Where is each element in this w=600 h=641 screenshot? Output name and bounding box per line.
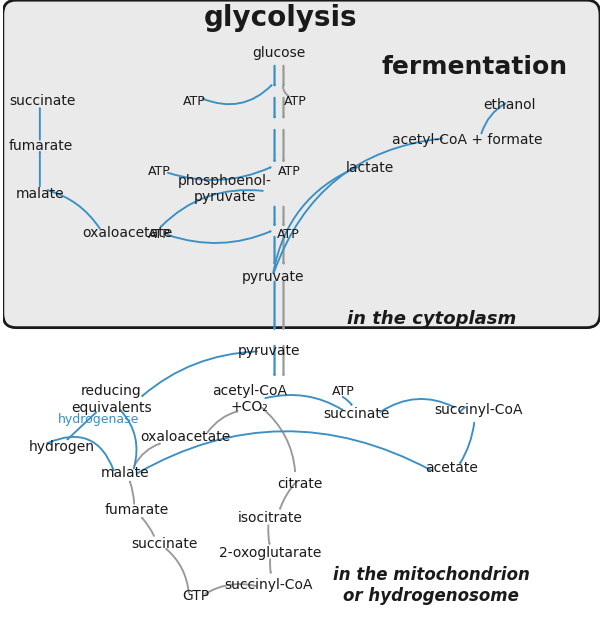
- Text: acetyl-CoA + formate: acetyl-CoA + formate: [392, 133, 542, 147]
- Text: ATP: ATP: [332, 385, 355, 397]
- Text: ATP: ATP: [278, 165, 301, 178]
- Text: glucose: glucose: [253, 46, 306, 60]
- Text: oxaloacetate: oxaloacetate: [82, 226, 172, 240]
- Text: fumarate: fumarate: [105, 503, 169, 517]
- Text: malate: malate: [16, 187, 64, 201]
- Text: ATP: ATP: [277, 228, 299, 240]
- Text: succinate: succinate: [324, 406, 390, 420]
- Text: hydrogenase: hydrogenase: [58, 413, 139, 426]
- Text: fumarate: fumarate: [8, 139, 73, 153]
- Text: pyruvate: pyruvate: [238, 344, 300, 358]
- Text: glycolysis: glycolysis: [204, 4, 358, 32]
- Text: phosphoenol-
pyruvate: phosphoenol- pyruvate: [178, 174, 272, 204]
- Text: oxaloacetate: oxaloacetate: [140, 430, 230, 444]
- Text: succinate: succinate: [10, 94, 76, 108]
- Text: lactate: lactate: [346, 161, 394, 175]
- Text: succinyl-CoA: succinyl-CoA: [224, 578, 313, 592]
- Text: fermentation: fermentation: [382, 56, 568, 79]
- Text: ATP: ATP: [284, 95, 307, 108]
- Text: hydrogen: hydrogen: [28, 440, 94, 454]
- Text: succinate: succinate: [131, 537, 197, 551]
- Text: pyruvate: pyruvate: [242, 270, 304, 284]
- Text: malate: malate: [101, 466, 149, 480]
- Text: ATP: ATP: [148, 228, 170, 240]
- Text: ethanol: ethanol: [483, 97, 535, 112]
- Text: in the mitochondrion
or hydrogenosome: in the mitochondrion or hydrogenosome: [332, 566, 529, 604]
- Text: GTP: GTP: [182, 589, 209, 603]
- Text: reducing
equivalents: reducing equivalents: [71, 385, 152, 415]
- Text: ATP: ATP: [148, 165, 170, 178]
- Text: isocitrate: isocitrate: [238, 511, 303, 525]
- Text: in the cytoplasm: in the cytoplasm: [347, 310, 516, 328]
- Text: ATP: ATP: [182, 95, 205, 108]
- Text: 2-oxoglutarate: 2-oxoglutarate: [219, 545, 322, 560]
- Text: citrate: citrate: [277, 477, 322, 491]
- Text: succinyl-CoA: succinyl-CoA: [434, 403, 523, 417]
- Text: acetate: acetate: [425, 461, 478, 475]
- FancyBboxPatch shape: [3, 0, 600, 328]
- Text: acetyl-CoA
+CO₂: acetyl-CoA +CO₂: [212, 384, 287, 414]
